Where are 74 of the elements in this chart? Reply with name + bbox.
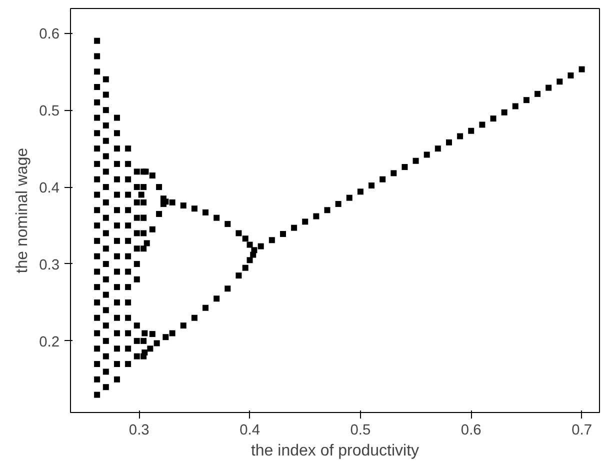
point [291,224,298,231]
point [446,139,452,146]
point [578,66,585,72]
y-axis-title: the nominal wage [14,148,32,274]
y-tick-label: 0.5 [39,104,60,120]
point [424,152,430,158]
point [335,200,342,207]
point [162,334,169,340]
point [246,257,253,264]
point [140,214,147,221]
point [523,97,530,104]
point [434,146,441,152]
point [202,304,209,311]
point [149,226,156,232]
point [236,272,242,279]
point [142,349,148,356]
point [242,236,248,242]
point [302,218,308,225]
point [412,158,419,164]
point [149,331,156,338]
point [479,122,486,128]
point [501,109,508,116]
point [156,210,162,217]
point [242,264,248,271]
point [191,314,198,321]
x-tick-label: 0.4 [240,422,260,438]
x-tick-label: 0.7 [572,422,592,438]
point [224,286,231,292]
point [324,207,330,214]
point [142,330,148,336]
point [368,182,375,188]
point [490,116,496,122]
point [512,103,518,110]
point [457,133,464,140]
y-tick-label: 0.4 [39,180,60,197]
point [169,330,176,336]
point [214,214,220,221]
point [534,90,541,97]
point [402,164,408,170]
x-axis-title: the index of productivity [250,442,420,460]
x-tick-label: 0.5 [350,422,371,438]
point [280,230,286,237]
point [202,209,209,216]
point [149,172,156,178]
point [246,242,253,248]
point [214,296,220,302]
point [556,78,563,85]
point [258,243,264,250]
x-tick-label: 0.3 [128,422,150,438]
point [191,206,198,212]
point [147,346,154,352]
point [236,230,242,236]
y-tick-label: 0.6 [39,26,60,43]
point [346,194,352,201]
point [144,240,150,246]
point [380,176,386,182]
point [169,199,176,206]
point [154,340,160,346]
point [546,84,552,91]
point [180,322,186,329]
point [313,213,320,220]
point [224,220,231,227]
point [390,170,397,176]
point [180,202,186,208]
x-tick-label: 0.6 [460,422,482,438]
point [357,188,364,195]
point [468,128,474,134]
y-tick-label: 0.2 [39,334,60,350]
point [268,237,275,244]
point [568,72,574,78]
y-tick-label: 0.3 [39,257,60,274]
point [138,192,144,198]
point [251,247,258,254]
point [156,184,162,190]
